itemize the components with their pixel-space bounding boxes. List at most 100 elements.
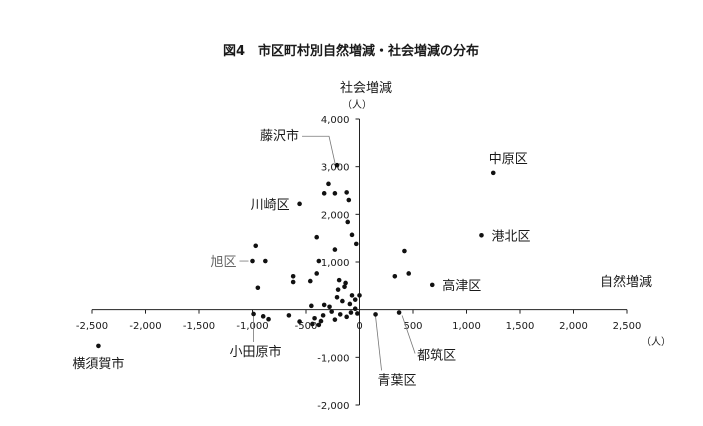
- data-point-36: [347, 301, 353, 307]
- y-tick-label-1: -1,000: [317, 353, 349, 364]
- data-point-37: [349, 293, 355, 298]
- data-point-21: [326, 181, 331, 187]
- x-tick-label-9: 2,000: [559, 321, 588, 332]
- data-point-38: [352, 297, 358, 302]
- data-point-53: [286, 313, 292, 318]
- annotation-label-8: 旭区: [210, 255, 236, 270]
- x-axis-ticks: -2,500 -2,000 -1,500 -1,000 -500 0 500 1,000 1,5…: [76, 309, 642, 332]
- data-point-59: [406, 271, 412, 276]
- data-points: [96, 162, 496, 349]
- annotation-label-9: 小田原市: [230, 344, 282, 360]
- y-tick-label-0: -2,000: [317, 401, 349, 412]
- data-point-41: [329, 309, 334, 314]
- y-tick-label-4: 3,000: [321, 163, 350, 174]
- annotation-label-7: 川崎区: [251, 198, 290, 213]
- data-point-28: [353, 241, 359, 247]
- data-point-1: [490, 170, 496, 176]
- annotation-leaders: [239, 135, 416, 371]
- data-point-40: [327, 304, 332, 310]
- leader-line-4: [401, 315, 416, 354]
- y-tick-label-2: 1,000: [321, 258, 350, 269]
- chart-title: 図4 市区町村別自然増減・社会増減の分布: [223, 43, 479, 59]
- data-point-11: [260, 314, 266, 319]
- data-point-3: [429, 282, 435, 288]
- x-tick-label-1: -2,000: [129, 321, 161, 332]
- x-tick-label-0: -2,500: [76, 321, 108, 332]
- data-point-31: [335, 287, 341, 292]
- x-tick-label-7: 1,000: [452, 321, 481, 332]
- annotation-label-5: 青葉区: [378, 373, 417, 388]
- data-point-46: [355, 311, 360, 316]
- data-point-44: [348, 310, 354, 315]
- data-point-18: [316, 258, 322, 264]
- data-point-27: [349, 232, 355, 238]
- x-tick-label-6: 500: [403, 321, 422, 332]
- data-point-29: [332, 247, 338, 252]
- data-point-42: [337, 312, 343, 317]
- x-tick-label-3: -1,000: [236, 321, 268, 332]
- y-tick-label-3: 2,000: [321, 210, 350, 221]
- x-tick-label-10: 2,500: [613, 321, 642, 332]
- x-tick-label-2: -1,500: [183, 321, 215, 332]
- data-point-26: [345, 219, 351, 225]
- data-point-56: [332, 317, 338, 322]
- y-tick-label-5: 4,000: [321, 115, 350, 126]
- data-point-12: [266, 316, 271, 322]
- data-point-0: [96, 343, 101, 349]
- data-point-35: [340, 298, 345, 304]
- data-point-9: [263, 258, 268, 264]
- data-point-7: [250, 258, 255, 264]
- annotation-label-1: 中原区: [489, 152, 528, 167]
- y-axis-unit: （人）: [342, 99, 372, 111]
- data-point-10: [255, 285, 261, 291]
- data-point-15: [297, 201, 302, 207]
- data-point-33: [343, 280, 348, 286]
- data-point-22: [334, 162, 340, 168]
- annotation-label-4: 都筑区: [417, 348, 456, 364]
- data-point-50: [310, 321, 315, 327]
- y-axis-title: 社会増減: [340, 80, 392, 96]
- data-point-6: [251, 311, 256, 317]
- data-point-13: [290, 279, 296, 285]
- data-point-55: [321, 302, 327, 308]
- data-point-52: [297, 319, 302, 324]
- x-tick-label-8: 1,500: [506, 321, 535, 332]
- data-point-58: [402, 248, 407, 254]
- x-tick-label-5: 0: [356, 321, 362, 332]
- data-point-30: [336, 277, 342, 283]
- data-point-19: [314, 234, 320, 240]
- data-point-54: [309, 303, 314, 309]
- annotation-label-0: 横須賀市: [72, 356, 124, 372]
- data-point-45: [352, 306, 358, 312]
- data-point-5: [373, 312, 378, 317]
- annotation-label-3: 高津区: [442, 278, 481, 294]
- x-axis-title: 自然増減: [600, 274, 652, 290]
- annotation-label-6: 藤沢市: [260, 128, 299, 144]
- leader-line-6: [302, 135, 336, 164]
- x-tick-label-4: -500: [295, 321, 318, 332]
- y-axis-ticks: -2,000 -1,000 1,000 2,000 3,000 4,000: [317, 115, 360, 412]
- data-point-20: [321, 191, 327, 196]
- data-point-24: [344, 190, 349, 195]
- data-point-32: [342, 284, 347, 290]
- data-point-39: [357, 293, 362, 298]
- data-point-17: [314, 271, 320, 276]
- data-point-4: [396, 310, 402, 315]
- data-point-16: [307, 278, 313, 284]
- data-point-23: [332, 191, 338, 196]
- data-point-47: [320, 313, 326, 318]
- data-point-25: [346, 197, 352, 203]
- data-point-2: [479, 233, 484, 238]
- data-point-57: [392, 274, 398, 279]
- data-point-48: [318, 318, 324, 324]
- data-point-43: [344, 314, 349, 320]
- data-point-8: [253, 243, 259, 249]
- x-axis-unit: （人）: [641, 336, 671, 348]
- data-point-34: [334, 294, 340, 300]
- annotation-label-2: 港北区: [491, 229, 530, 244]
- data-point-51: [312, 315, 317, 321]
- data-point-14: [290, 274, 296, 279]
- data-point-49: [316, 322, 322, 328]
